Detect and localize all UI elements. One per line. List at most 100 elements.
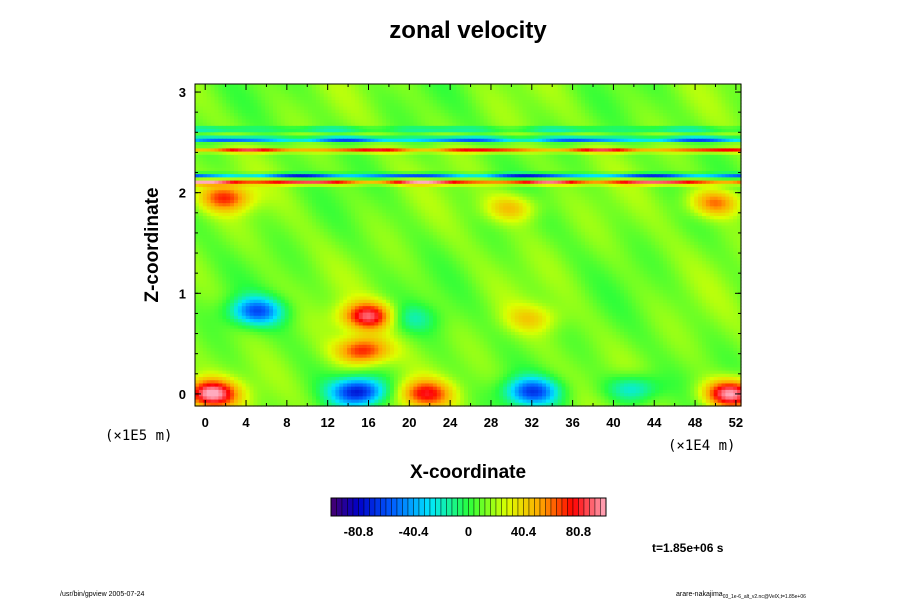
heatmap-cell: [538, 158, 543, 162]
heatmap-cell: [288, 90, 294, 95]
heatmap-cell: [347, 90, 352, 95]
heatmap-cell: [218, 87, 223, 92]
heatmap-cell: [366, 129, 372, 133]
heatmap-cell: [643, 100, 648, 104]
heatmap-cell: [686, 96, 691, 101]
heatmap-cell: [276, 122, 282, 127]
heatmap-cell: [323, 129, 329, 133]
heatmap-cell: [663, 93, 668, 98]
heatmap-cell: [721, 125, 726, 130]
heatmap-cell: [237, 112, 243, 117]
heatmap-cell: [737, 125, 742, 130]
heatmap-cell: [343, 135, 348, 140]
heatmap-cell: [479, 109, 485, 114]
heatmap-cell: [526, 135, 531, 140]
heatmap-cell: [273, 154, 278, 159]
heatmap-cell: [581, 135, 586, 140]
heatmap-cell: [522, 151, 528, 156]
heatmap-cell: [647, 132, 652, 137]
heatmap-cell: [507, 84, 512, 88]
heatmap-cell: [195, 141, 200, 146]
heatmap-cell: [284, 148, 290, 153]
heatmap-cell: [358, 138, 364, 143]
heatmap-cell: [553, 151, 559, 156]
heatmap-cell: [608, 87, 613, 92]
heatmap-cell: [436, 141, 442, 146]
heatmap-cell: [280, 141, 286, 146]
heatmap-cell: [386, 129, 391, 133]
heatmap-cell: [393, 122, 399, 127]
heatmap-cell: [378, 112, 383, 117]
heatmap-cell: [624, 106, 629, 111]
heatmap-cell: [198, 125, 204, 130]
heatmap-cell: [487, 84, 492, 88]
heatmap-cell: [444, 122, 450, 127]
heatmap-cell: [323, 84, 329, 88]
heatmap-cell: [366, 148, 372, 153]
heatmap-cell: [549, 103, 555, 108]
heatmap-cell: [499, 109, 504, 114]
heatmap-cell: [604, 112, 609, 117]
heatmap-cell: [436, 154, 442, 159]
heatmap-cell: [647, 158, 652, 162]
heatmap-cell: [358, 112, 364, 117]
heatmap-cell: [729, 151, 734, 156]
heatmap-cell: [269, 158, 274, 162]
heatmap-cell: [198, 138, 204, 143]
heatmap-cell: [585, 103, 590, 108]
heatmap-cell: [514, 158, 520, 162]
heatmap-cell: [663, 154, 668, 159]
heatmap-cell: [682, 100, 687, 104]
heatmap-cell: [690, 154, 695, 159]
heatmap-cell: [429, 116, 434, 121]
heatmap-cell: [226, 103, 231, 108]
heatmap-cell: [308, 90, 313, 95]
heatmap-cell: [534, 84, 539, 88]
heatmap-cell: [452, 154, 457, 159]
heatmap-cell: [386, 90, 391, 95]
heatmap-cell: [538, 96, 543, 101]
heatmap-cell: [737, 138, 742, 143]
heatmap-cell: [245, 103, 251, 108]
heatmap-cell: [312, 96, 317, 101]
heatmap-cell: [413, 125, 418, 130]
heatmap-cell: [522, 100, 528, 104]
heatmap-cell: [538, 138, 543, 143]
heatmap-cell: [432, 158, 438, 162]
heatmap-cell: [518, 154, 524, 159]
heatmap-cell: [409, 138, 414, 143]
heatmap-cell: [479, 84, 485, 88]
heatmap-cell: [663, 106, 668, 111]
heatmap-cell: [312, 109, 317, 114]
heatmap-cell: [666, 87, 672, 92]
heatmap-cell: [639, 122, 645, 127]
heatmap-cell: [351, 138, 356, 143]
heatmap-cell: [530, 148, 535, 153]
heatmap-cell: [507, 96, 512, 101]
heatmap-cell: [249, 109, 255, 114]
heatmap-cell: [596, 148, 602, 153]
heatmap-cell: [507, 112, 512, 117]
heatmap-cell: [378, 158, 383, 162]
heatmap-cell: [666, 119, 672, 124]
heatmap-cell: [358, 145, 364, 149]
heatmap-cell: [737, 112, 742, 117]
heatmap-cell: [362, 125, 368, 130]
heatmap-cell: [663, 135, 668, 140]
heatmap-cell: [666, 106, 672, 111]
heatmap-cell: [468, 106, 473, 111]
heatmap-cell: [460, 122, 465, 127]
heatmap-cell: [663, 158, 668, 162]
heatmap-cell: [347, 145, 352, 149]
heatmap-cell: [530, 119, 535, 124]
heatmap-cell: [690, 151, 695, 156]
heatmap-cell: [397, 129, 403, 133]
heatmap-cell: [234, 112, 239, 117]
heatmap-cell: [503, 93, 508, 98]
heatmap-cell: [709, 100, 715, 104]
heatmap-cell: [366, 119, 372, 124]
heatmap-cell: [393, 141, 399, 146]
heatmap-cell: [608, 109, 613, 114]
heatmap-cell: [468, 148, 473, 153]
heatmap-cell: [448, 141, 453, 146]
